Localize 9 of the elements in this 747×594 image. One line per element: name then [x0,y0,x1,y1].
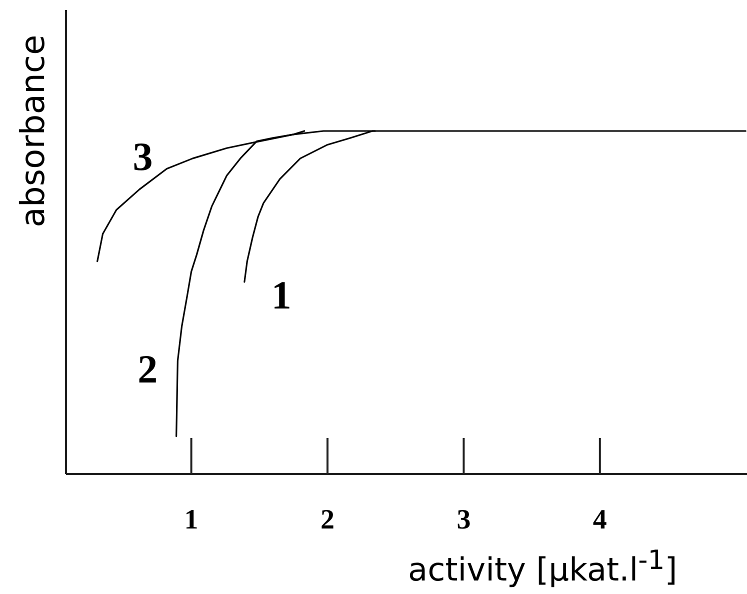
series-label: 3 [132,134,153,180]
series-label: 2 [138,346,158,392]
x-tick-label: 2 [320,504,335,536]
series-label: 1 [271,272,292,318]
x-tick-label: 1 [184,504,198,536]
x-axis-title: activity [µkat.l$^{-1}$] [408,544,678,590]
x-tick-label: 3 [456,504,471,536]
x-tick-label: 4 [592,504,607,536]
y-axis-title: absorbance [13,34,53,228]
